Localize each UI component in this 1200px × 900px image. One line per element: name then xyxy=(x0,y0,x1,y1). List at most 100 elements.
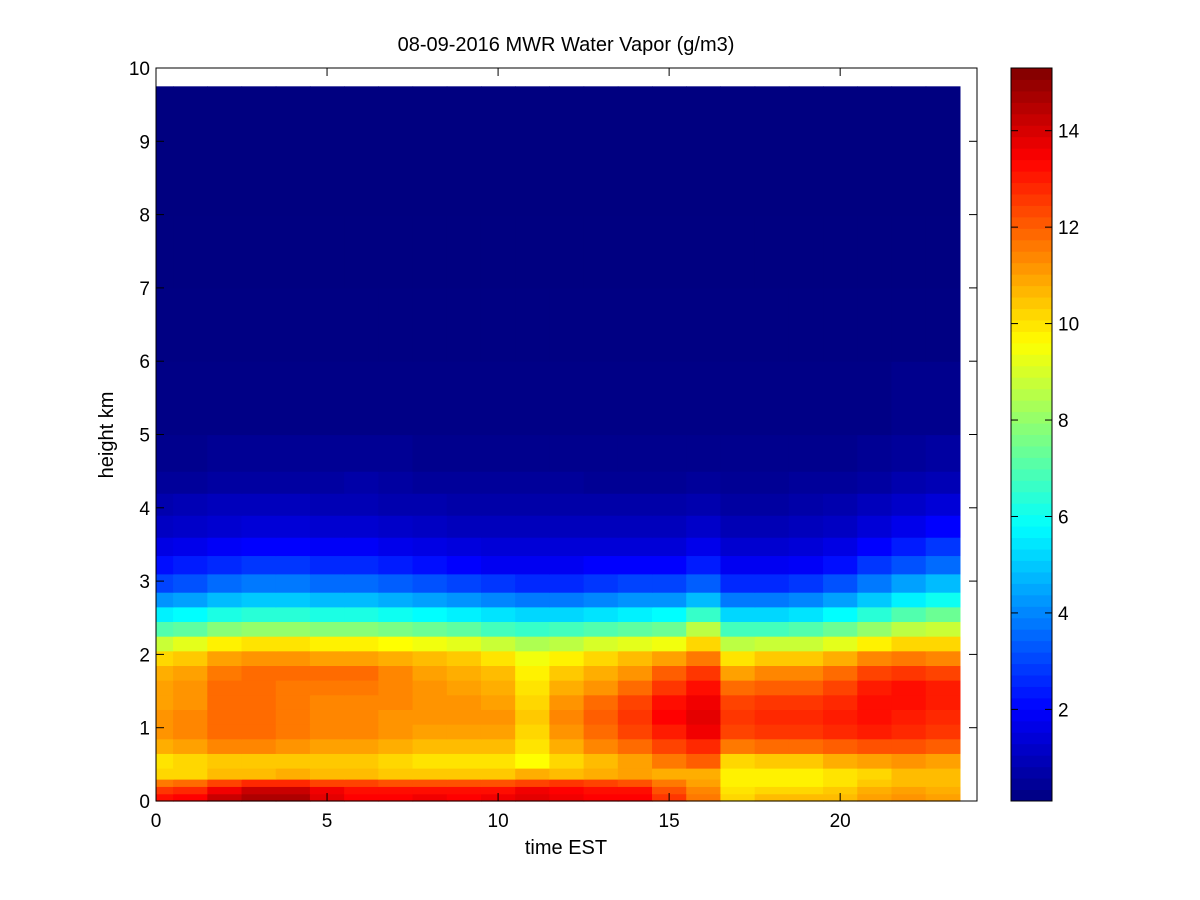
heatmap-cell xyxy=(309,768,345,780)
heatmap-cell xyxy=(207,680,243,696)
heatmap-cell xyxy=(686,592,722,608)
heatmap-cell xyxy=(156,665,174,681)
heatmap-cell xyxy=(309,665,345,681)
heatmap-cell xyxy=(652,471,687,494)
heatmap-cell xyxy=(156,537,174,557)
heatmap-cell xyxy=(754,621,790,637)
heatmap-cell xyxy=(754,573,790,593)
heatmap-cell xyxy=(788,793,824,802)
heatmap-cell xyxy=(925,779,961,787)
heatmap-cell xyxy=(344,738,379,754)
heatmap-cell xyxy=(583,665,619,681)
heatmap-cell xyxy=(754,141,790,216)
heatmap-cell xyxy=(515,636,550,652)
heatmap-cell xyxy=(241,621,277,637)
heatmap-cell xyxy=(515,434,550,472)
heatmap-cell xyxy=(891,86,927,142)
heatmap-cell xyxy=(788,680,824,696)
heatmap-cell xyxy=(275,493,311,516)
heatmap-cell xyxy=(652,592,687,608)
heatmap-cell xyxy=(378,694,414,710)
heatmap-cell xyxy=(207,793,243,802)
heatmap-cell xyxy=(891,753,927,769)
heatmap-cell xyxy=(857,555,893,575)
heatmap-cells xyxy=(156,86,961,802)
heatmap-cell xyxy=(686,753,722,769)
heatmap-cell xyxy=(857,694,893,710)
heatmap-cell xyxy=(617,214,653,289)
heatmap-cell xyxy=(344,434,379,472)
heatmap-cell xyxy=(652,650,687,666)
heatmap-cell xyxy=(925,650,961,666)
heatmap-cell xyxy=(549,786,585,795)
heatmap-cell xyxy=(378,573,414,593)
heatmap-cell xyxy=(891,287,927,362)
heatmap-cell xyxy=(925,434,961,472)
heatmap-cell xyxy=(446,141,482,216)
heatmap-cell xyxy=(446,361,482,436)
heatmap-cell xyxy=(309,650,345,666)
y-tick-label: 3 xyxy=(139,572,150,593)
colorbar-step xyxy=(1011,251,1052,264)
heatmap-cell xyxy=(173,753,208,769)
heatmap-cell xyxy=(309,786,345,795)
heatmap-cell xyxy=(617,753,653,769)
colorbar-step xyxy=(1011,778,1052,791)
heatmap-cell xyxy=(241,724,277,740)
heatmap-cell xyxy=(446,621,482,637)
colorbar-step xyxy=(1011,125,1052,138)
heatmap-cell xyxy=(617,768,653,780)
heatmap-cell xyxy=(857,650,893,666)
heatmap-cell xyxy=(412,786,448,795)
colorbar-step xyxy=(1011,148,1052,161)
heatmap-cell xyxy=(241,786,277,795)
heatmap-cell xyxy=(241,636,277,652)
heatmap-cell xyxy=(788,141,824,216)
heatmap-cell xyxy=(754,214,790,289)
heatmap-cell xyxy=(412,606,448,623)
heatmap-cell xyxy=(378,665,414,681)
heatmap-cell xyxy=(857,724,893,740)
heatmap-cell xyxy=(344,555,379,575)
heatmap-cell xyxy=(309,724,345,740)
colorbar-step xyxy=(1011,319,1052,332)
heatmap-cell xyxy=(241,650,277,666)
heatmap-cell xyxy=(549,214,585,289)
heatmap-cell xyxy=(241,793,277,802)
heatmap-cell xyxy=(344,694,379,710)
heatmap-cell xyxy=(156,515,174,538)
colorbar-step xyxy=(1011,755,1052,768)
colorbar: 2 4 6 8 10 12 14 xyxy=(1010,67,1080,802)
heatmap-cell xyxy=(378,555,414,575)
y-tick-label: 8 xyxy=(139,206,150,227)
heatmap-cell xyxy=(207,636,243,652)
heatmap-cell xyxy=(617,287,653,362)
heatmap-cell xyxy=(173,709,208,725)
heatmap-cell xyxy=(207,573,243,593)
colorbar-step xyxy=(1011,675,1052,687)
heatmap-cell xyxy=(515,621,550,637)
heatmap-cell xyxy=(823,606,858,623)
colorbar-step xyxy=(1011,594,1052,607)
heatmap-cell xyxy=(754,786,790,795)
heatmap-cell xyxy=(686,434,722,472)
heatmap-cell xyxy=(207,592,243,608)
heatmap-cell xyxy=(925,621,961,637)
heatmap-cell xyxy=(480,493,516,516)
heatmap-cell xyxy=(686,555,722,575)
heatmap-cell xyxy=(652,636,687,652)
heatmap-cell xyxy=(925,214,961,289)
heatmap-cell xyxy=(925,141,961,216)
heatmap-cell xyxy=(173,86,208,142)
heatmap-cell xyxy=(891,680,927,696)
heatmap-cell xyxy=(207,287,243,362)
heatmap-cell xyxy=(857,636,893,652)
heatmap-cell xyxy=(446,287,482,362)
x-tick-label: 20 xyxy=(830,811,851,832)
heatmap-cell xyxy=(549,768,585,780)
colorbar-step xyxy=(1011,342,1052,355)
heatmap-cell xyxy=(344,753,379,769)
heatmap-cell xyxy=(720,621,756,637)
heatmap-cell xyxy=(173,650,208,666)
heatmap-cell xyxy=(446,753,482,769)
